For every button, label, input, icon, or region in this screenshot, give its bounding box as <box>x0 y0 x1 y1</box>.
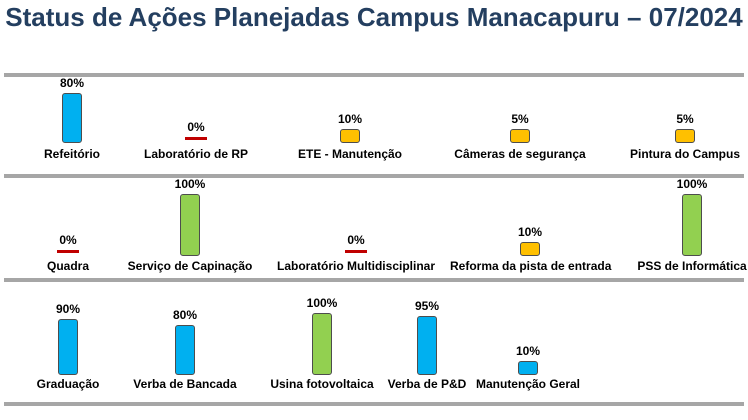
chart-item: 10% ETE - Manutenção <box>270 0 430 161</box>
chart-item: 0% Laboratório de RP <box>116 0 276 161</box>
divider-row-2-3 <box>4 278 744 282</box>
percent-label: 100% <box>676 177 708 191</box>
chart-item: 80% Verba de Bancada <box>105 0 265 391</box>
chart-item: 10% Reforma da pista de entrada <box>450 0 611 273</box>
status-bar <box>510 129 530 143</box>
category-label: Serviço de Capinação <box>127 259 253 273</box>
category-label: Reforma da pista de entrada <box>450 259 612 273</box>
category-label: PSS de Informática <box>637 259 747 273</box>
percent-label: 0% <box>59 233 77 247</box>
status-bar <box>520 242 540 256</box>
chart-item: 0% Quadra <box>0 0 148 273</box>
percent-label: 95% <box>414 299 440 313</box>
status-bar <box>175 325 195 375</box>
percent-label: 0% <box>187 120 205 134</box>
category-label: Pintura do Campus <box>629 147 740 161</box>
divider-row-1-2 <box>4 174 744 178</box>
category-label: ETE - Manutenção <box>297 147 402 161</box>
chart-item: 5% Câmeras de segurança <box>440 0 600 161</box>
chart-item: 0% Laboratório Multidisciplinar <box>276 0 436 273</box>
percent-label: 0% <box>347 233 365 247</box>
status-bar <box>180 194 200 256</box>
percent-label: 5% <box>511 112 529 126</box>
percent-label: 10% <box>515 344 541 358</box>
status-bar <box>417 316 437 375</box>
category-label: Verba de P&D <box>387 377 467 391</box>
chart-item: 10% Manutenção Geral <box>448 0 608 391</box>
status-bar <box>675 129 695 143</box>
category-label: Quadra <box>46 259 89 273</box>
zero-marker <box>57 250 79 253</box>
percent-label: 100% <box>306 296 338 310</box>
divider-bottom <box>4 402 744 406</box>
category-label: Laboratório Multidisciplinar <box>276 259 435 273</box>
percent-label: 80% <box>59 76 85 90</box>
chart-item: 95% Verba de P&D <box>347 0 507 391</box>
category-label: Manutenção Geral <box>475 377 581 391</box>
chart-item: 90% Graduação <box>0 0 148 391</box>
category-label: Graduação <box>36 377 100 391</box>
percent-label: 5% <box>676 112 694 126</box>
chart-item: 100% PSS de Informática <box>612 0 748 273</box>
zero-marker <box>185 137 207 140</box>
chart-item: 80% Refeitório <box>0 0 152 161</box>
page-title: Status de Ações Planejadas Campus Manaca… <box>5 2 743 32</box>
status-bar <box>58 319 78 375</box>
category-label: Verba de Bancada <box>133 377 237 391</box>
chart-item: 100% Usina fotovoltaica <box>242 0 402 391</box>
zero-marker <box>345 250 367 253</box>
percent-label: 100% <box>174 177 206 191</box>
status-bar <box>312 313 332 375</box>
category-label: Laboratório de RP <box>143 147 248 161</box>
percent-label: 90% <box>55 302 81 316</box>
status-bar <box>682 194 702 256</box>
percent-label: 10% <box>337 112 363 126</box>
category-label: Câmeras de segurança <box>454 147 586 161</box>
chart-item: 5% Pintura do Campus <box>605 0 748 161</box>
category-label: Refeitório <box>43 147 100 161</box>
status-bar <box>518 361 538 375</box>
status-bar <box>340 129 360 143</box>
percent-label: 80% <box>172 308 198 322</box>
status-bar <box>62 93 82 143</box>
percent-label: 10% <box>517 225 543 239</box>
chart-item: 100% Serviço de Capinação <box>110 0 270 273</box>
divider-top <box>4 73 744 77</box>
category-label: Usina fotovoltaica <box>270 377 374 391</box>
